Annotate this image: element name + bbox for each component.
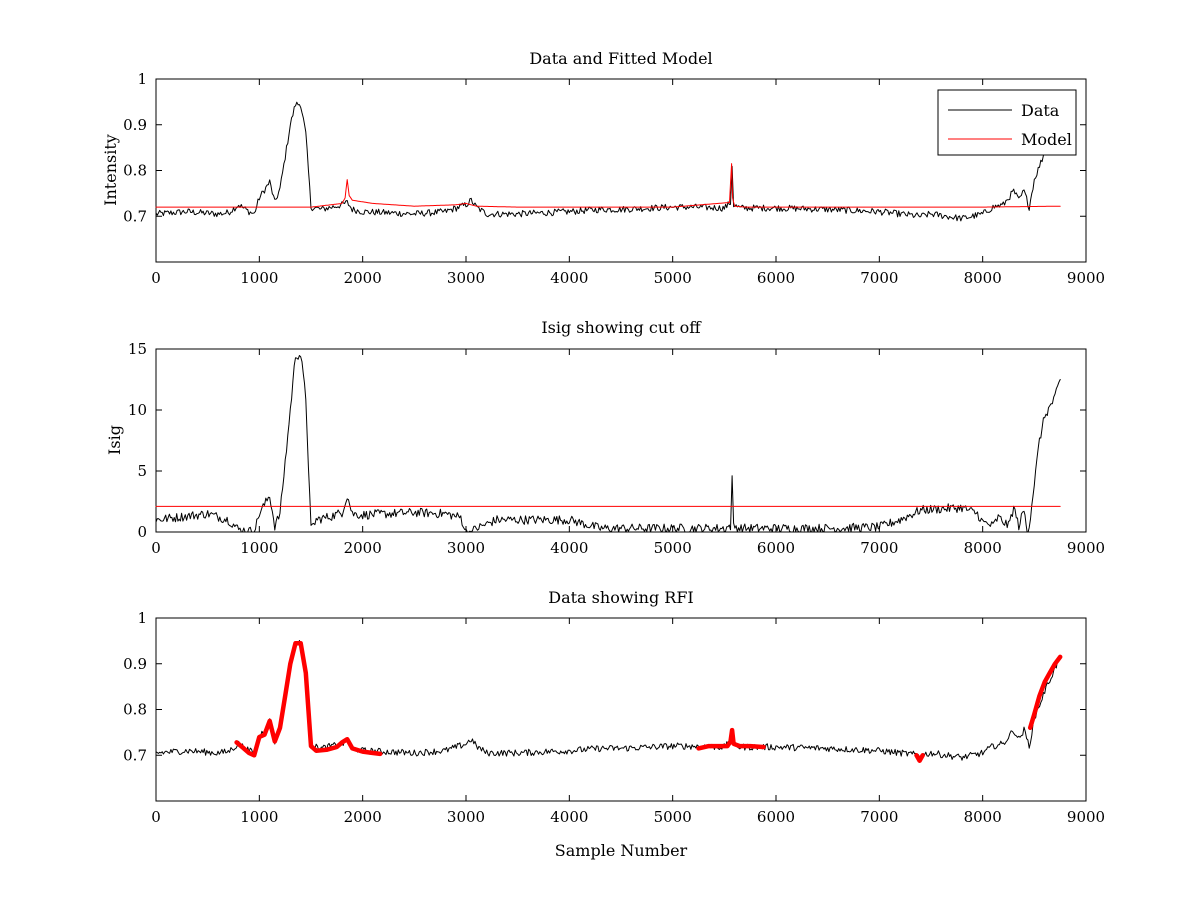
y-axis-label: Intensity	[101, 134, 120, 206]
x-tick-label: 4000	[550, 269, 588, 287]
x-tick-label: 6000	[757, 539, 795, 557]
legend-box	[937, 89, 1077, 156]
panel-rfi: Data showing RFI 0 1000 2000 3000 4000 5000 60…	[123, 588, 1105, 860]
x-tick-label: 8000	[964, 808, 1002, 826]
x-tick-label: 0	[151, 539, 161, 557]
y-tick-label: 5	[137, 462, 147, 480]
x-tick-label: 9000	[1067, 539, 1105, 557]
plot-area	[155, 78, 1087, 263]
panel-title: Data showing RFI	[548, 588, 693, 607]
legend-label-data: Data	[1021, 101, 1060, 120]
rfi-segment	[1027, 654, 1063, 731]
x-tick-label: 5000	[654, 269, 692, 287]
x-tick-label: 1000	[240, 269, 278, 287]
x-tick-label: 5000	[654, 539, 692, 557]
legend-label-model: Model	[1021, 130, 1072, 149]
y-tick-label: 0	[137, 523, 147, 541]
x-tick-label: 3000	[447, 808, 485, 826]
x-tick-label: 8000	[964, 269, 1002, 287]
x-tick-label: 4000	[550, 539, 588, 557]
x-tick-label: 4000	[550, 808, 588, 826]
x-axis-label: Sample Number	[555, 841, 688, 860]
y-tick-label: 1	[137, 70, 147, 88]
x-tick-label: 5000	[654, 808, 692, 826]
rfi-segment	[696, 727, 766, 751]
panel-data-and-model: Data and Fitted Model Intensity 0 1000 200…	[101, 49, 1105, 287]
axis-ticks: 0 1000 2000 3000 4000 5000 6000 7000 8000 9000 0.7…	[123, 70, 1105, 287]
x-tick-label: 1000	[240, 539, 278, 557]
y-tick-label: 10	[128, 401, 147, 419]
x-tick-label: 7000	[860, 539, 898, 557]
y-tick-label: 1	[137, 609, 147, 627]
panel-isig: Isig showing cut off Isig 0 1000 2000 3000 4…	[105, 318, 1105, 557]
y-tick-label: 0.7	[123, 207, 147, 225]
y-tick-label: 0.9	[123, 116, 147, 134]
plot-area	[155, 617, 1087, 802]
panel-title: Data and Fitted Model	[529, 49, 712, 68]
series-line	[155, 355, 1061, 533]
y-tick-label: 0.7	[123, 746, 147, 764]
x-tick-label: 9000	[1067, 808, 1105, 826]
axis-ticks: 0 1000 2000 3000 4000 5000 6000 7000 8000 9000 0 5 1…	[128, 340, 1105, 557]
y-axis-label: Isig	[105, 425, 124, 455]
axis-ticks: 0 1000 2000 3000 4000 5000 6000 7000 8000 9000 0.7…	[123, 609, 1105, 826]
x-tick-label: 6000	[757, 269, 795, 287]
series-model	[155, 163, 1061, 208]
legend: Data Model	[937, 89, 1077, 156]
rfi-segment	[914, 753, 925, 763]
y-tick-label: 15	[128, 340, 147, 358]
plot-area	[155, 348, 1087, 533]
x-tick-label: 7000	[860, 808, 898, 826]
x-tick-label: 9000	[1067, 269, 1105, 287]
series-data	[155, 101, 1061, 222]
x-tick-label: 7000	[860, 269, 898, 287]
plot-lines	[155, 355, 1061, 533]
x-tick-label: 2000	[344, 539, 382, 557]
rfi-segment	[234, 640, 383, 758]
x-tick-label: 3000	[447, 539, 485, 557]
x-tick-label: 3000	[447, 269, 485, 287]
panel-title: Isig showing cut off	[541, 318, 702, 337]
x-tick-label: 6000	[757, 808, 795, 826]
x-tick-label: 1000	[240, 808, 278, 826]
y-tick-label: 0.9	[123, 655, 147, 673]
x-tick-label: 8000	[964, 539, 1002, 557]
plot-lines	[155, 101, 1061, 222]
x-tick-label: 2000	[344, 808, 382, 826]
y-tick-label: 0.8	[123, 162, 147, 180]
plot-lines	[155, 640, 1063, 763]
x-tick-label: 0	[151, 808, 161, 826]
x-tick-label: 2000	[344, 269, 382, 287]
x-tick-label: 0	[151, 269, 161, 287]
y-tick-label: 0.8	[123, 701, 147, 719]
